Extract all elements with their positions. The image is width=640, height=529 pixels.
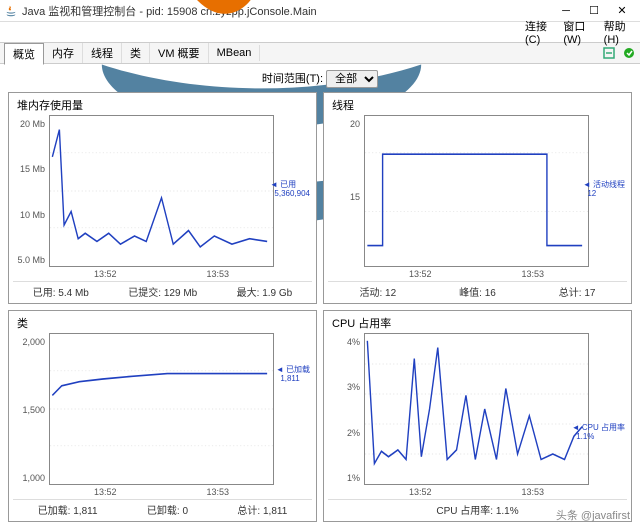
tab-memory[interactable]: 内存 xyxy=(44,43,83,63)
menu-help[interactable]: 帮助(H) xyxy=(604,18,634,46)
classes-title: 类 xyxy=(17,315,312,331)
menu-bar: 连接(C) 窗口(W) 帮助(H) xyxy=(0,22,640,42)
tab-vm-summary[interactable]: VM 概要 xyxy=(150,43,209,63)
watermark: 头条 @javafirst xyxy=(556,507,630,523)
threads-title: 线程 xyxy=(332,97,627,113)
heap-stats: 已用: 5.4 Mb 已提交: 129 Mb 最大: 1.9 Gb xyxy=(13,281,312,301)
heap-legend: ◄ 已用 5,360,904 xyxy=(270,181,310,199)
heap-chart xyxy=(49,115,274,267)
menu-window[interactable]: 窗口(W) xyxy=(563,18,595,46)
heap-line xyxy=(52,130,267,247)
tab-mbean[interactable]: MBean xyxy=(209,45,261,61)
threads-line xyxy=(367,154,582,245)
threads-legend: ◄ 活动线程 12 xyxy=(583,181,625,199)
tab-threads[interactable]: 线程 xyxy=(83,43,122,63)
threads-stats: 活动: 12 峰值: 16 总计: 17 xyxy=(328,281,627,301)
cpu-legend: ◄ CPU 占用率 1.1% xyxy=(572,424,625,442)
heap-title: 堆内存使用量 xyxy=(17,97,312,113)
panel-threads: 线程 2015 ◄ 活动线程 12 13:5213:53 活动: 12 峰值: … xyxy=(323,92,632,304)
classes-stats: 已加载: 1,811 已卸载: 0 总计: 1,811 xyxy=(13,499,312,519)
cpu-title: CPU 占用率 xyxy=(332,315,627,331)
panel-cpu: CPU 占用率 4%3%2%1% ◄ CPU 占用率 1.1% 13:5213:… xyxy=(323,310,632,522)
cpu-y-axis: 4%3%2%1% xyxy=(328,333,364,499)
cpu-line xyxy=(367,341,582,464)
menu-connect[interactable]: 连接(C) xyxy=(525,18,555,46)
classes-line xyxy=(52,374,267,396)
threads-chart xyxy=(364,115,589,267)
classes-chart xyxy=(49,333,274,485)
collapse-icon[interactable] xyxy=(602,46,616,60)
connect-icon[interactable] xyxy=(622,46,636,60)
cpu-chart xyxy=(364,333,589,485)
panel-heap: 堆内存使用量 20 Mb15 Mb10 Mb5.0 Mb ◄ 已用 5,360,… xyxy=(8,92,317,304)
tab-classes[interactable]: 类 xyxy=(122,43,150,63)
time-range-select[interactable]: 全部 xyxy=(326,70,378,88)
tab-overview[interactable]: 概览 xyxy=(4,43,44,65)
time-range-label: 时间范围(T): xyxy=(262,73,323,85)
classes-y-axis: 2,0001,5001,000 xyxy=(13,333,49,499)
classes-legend: ◄ 已加载 1,811 xyxy=(276,366,310,384)
panel-classes: 类 2,0001,5001,000 ◄ 已加载 1,811 13:5213:53… xyxy=(8,310,317,522)
threads-y-axis: 2015 xyxy=(328,115,364,281)
heap-y-axis: 20 Mb15 Mb10 Mb5.0 Mb xyxy=(13,115,49,281)
